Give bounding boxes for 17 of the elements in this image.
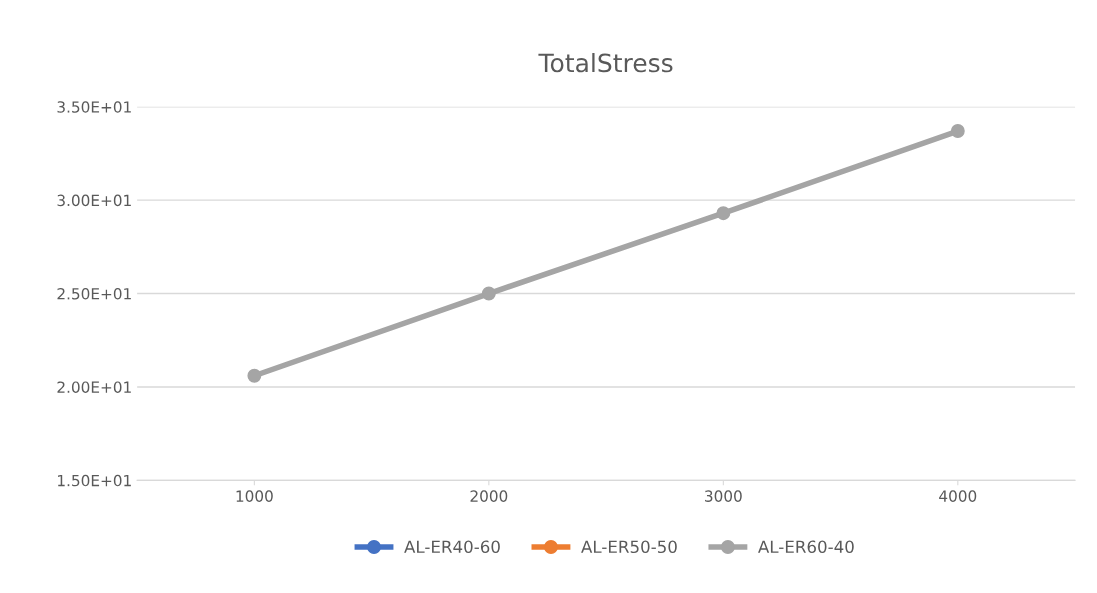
x-tick-label: 3000 — [705, 490, 742, 502]
legend-label: AL-ER50-50 — [581, 540, 677, 554]
x-tick-label: 4000 — [939, 490, 977, 502]
y-tick-label: 2.50E+01 — [57, 288, 131, 300]
y-tick-label: 3.50E+01 — [57, 101, 131, 113]
x-tick-label: 2000 — [470, 490, 508, 502]
y-tick-label: 1.50E+01 — [58, 474, 131, 487]
legend-label: AL-ER60-40 — [758, 540, 854, 554]
legend-label: AL-ER40-60 — [404, 540, 500, 554]
y-tick-label: 3.00E+01 — [57, 194, 131, 207]
x-tick-label: 1000 — [236, 490, 273, 502]
point — [247, 368, 262, 383]
point — [481, 286, 496, 301]
chart-title: TotalStress — [538, 53, 673, 73]
point — [716, 206, 731, 221]
point — [950, 124, 965, 138]
y-tick-label: 2.00E+01 — [57, 381, 131, 393]
